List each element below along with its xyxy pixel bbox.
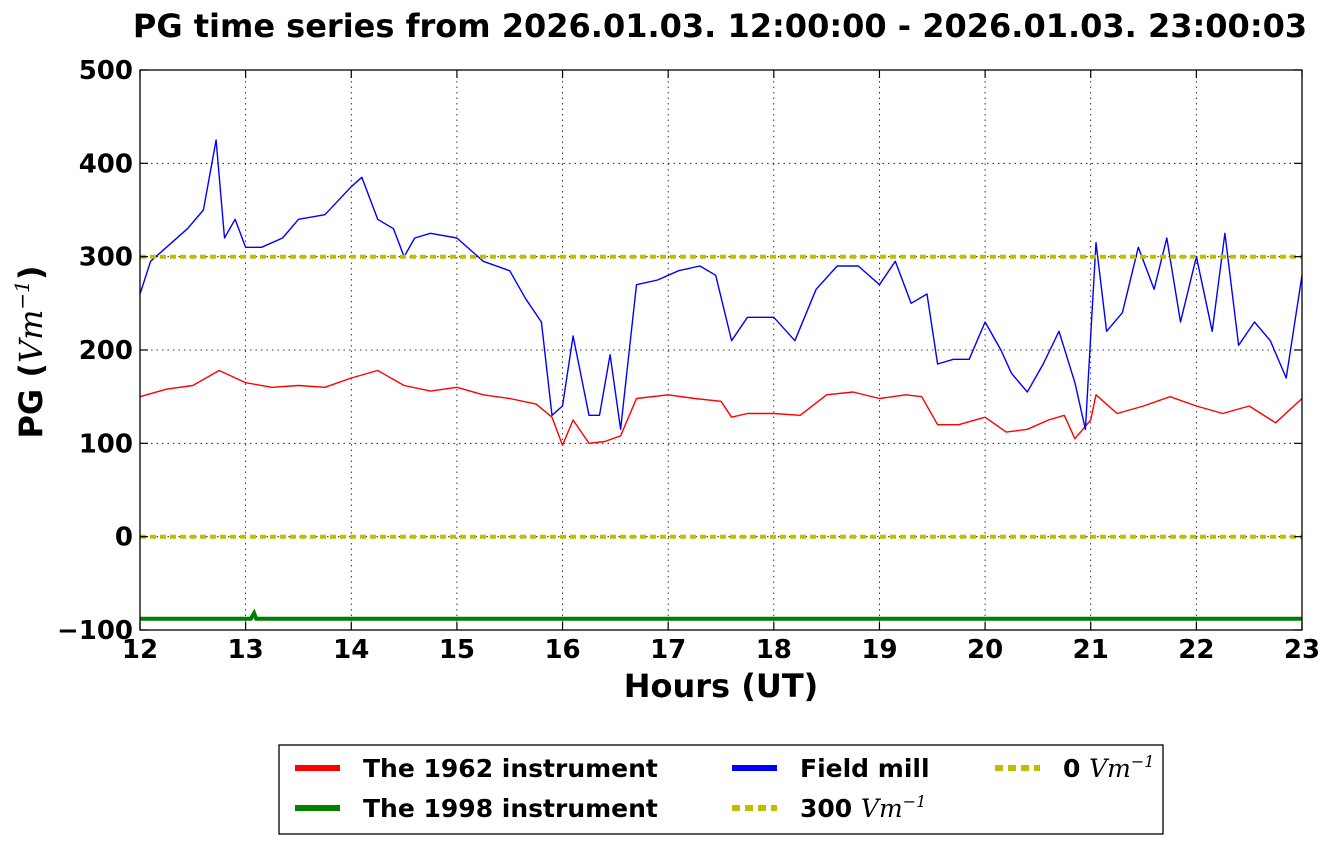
x-tick-label-8: 20	[967, 635, 1003, 665]
y-tick-label-5: 400	[79, 149, 133, 179]
x-axis: 12 13 14 15 16 17 18 19 20 21 22 23	[122, 70, 1320, 665]
y-tick-label-4: 300	[79, 243, 133, 273]
y-tick-label-2: 100	[79, 429, 133, 459]
plot-series	[139, 139, 1303, 621]
legend: The 1962 instrument The 1998 instrument Fi…	[278, 744, 1164, 835]
x-tick-label-1: 13	[228, 635, 264, 665]
series-line-1	[140, 608, 1302, 621]
y-axis-label: PG (Vm−1)	[10, 265, 50, 438]
y-tick-label-0: −100	[57, 616, 133, 646]
y-tick-label-1: 0	[115, 523, 133, 553]
legend-label-3: 300 Vm−1	[800, 792, 926, 823]
y-tick-label-3: 200	[79, 336, 133, 366]
x-tick-label-3: 15	[439, 635, 475, 665]
x-tick-label-0: 12	[122, 635, 158, 665]
series-line-2	[139, 139, 1303, 430]
x-tick-label-5: 17	[650, 635, 686, 665]
x-tick-label-9: 21	[1073, 635, 1109, 665]
legend-label-0: The 1962 instrument	[363, 754, 658, 783]
x-axis-label: Hours (UT)	[624, 667, 819, 705]
legend-label-2: Field mill	[800, 754, 930, 783]
legend-box	[278, 744, 1164, 835]
x-tick-label-4: 16	[544, 635, 580, 665]
series-line-0	[139, 369, 1303, 446]
x-tick-label-6: 18	[756, 635, 792, 665]
grid	[140, 70, 1302, 630]
chart-title: PG time series from 2026.01.03. 12:00:00…	[133, 7, 1307, 45]
y-tick-label-6: 500	[79, 56, 133, 86]
x-tick-label-10: 22	[1178, 635, 1214, 665]
legend-label-4: 0 Vm−1	[1063, 752, 1154, 783]
x-tick-label-11: 23	[1284, 635, 1320, 665]
x-tick-label-2: 14	[333, 635, 369, 665]
y-axis: −100 0 100 200 300 400 500	[57, 56, 1302, 646]
legend-label-1: The 1998 instrument	[363, 794, 658, 823]
plot-frame	[139, 69, 1303, 631]
x-tick-label-7: 19	[861, 635, 897, 665]
